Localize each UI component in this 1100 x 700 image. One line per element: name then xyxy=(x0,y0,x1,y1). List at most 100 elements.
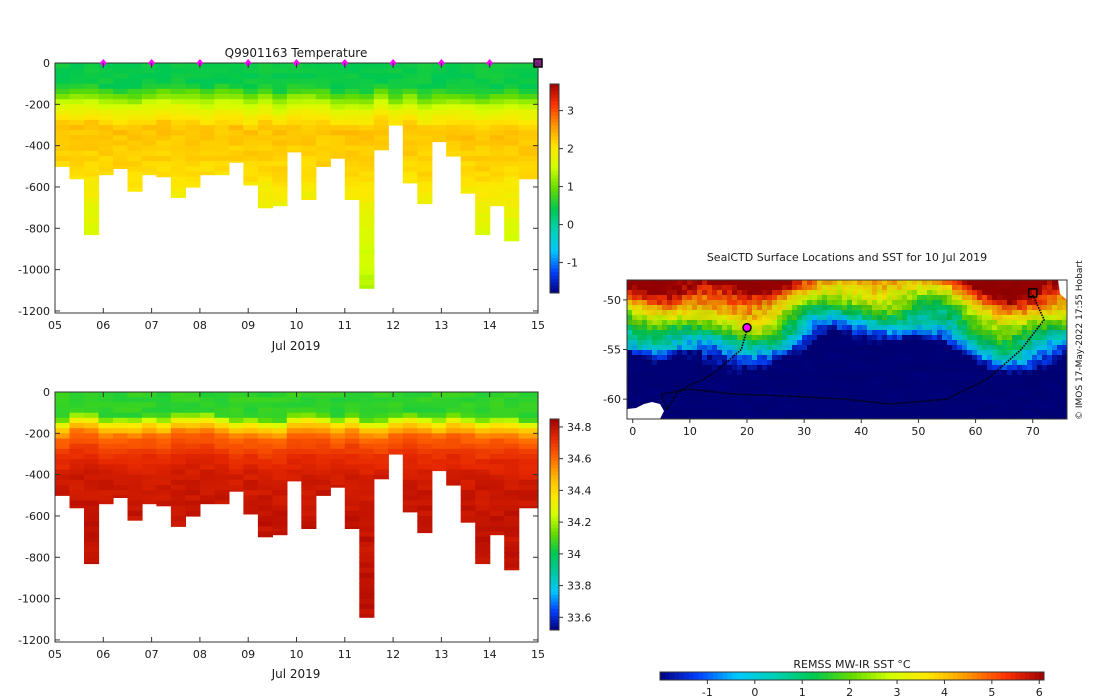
heatmap-cell xyxy=(431,464,447,471)
heatmap-cell xyxy=(373,443,389,450)
heatmap-cell xyxy=(518,99,539,105)
heatmap-cell xyxy=(504,454,520,460)
heatmap-cell xyxy=(402,176,418,183)
colorbar-swatch xyxy=(550,580,559,585)
heatmap-cell xyxy=(127,119,143,126)
heatmap-cell xyxy=(84,135,100,142)
heatmap-cell xyxy=(55,125,71,131)
heatmap-cell xyxy=(170,443,186,450)
heatmap-cell xyxy=(431,104,447,111)
heatmap-cell xyxy=(199,490,215,496)
heatmap-cell xyxy=(402,114,418,121)
heatmap-cell xyxy=(504,140,520,147)
x-tick-label: 11 xyxy=(338,319,352,332)
heatmap-cell xyxy=(504,233,520,240)
colorbar-swatch xyxy=(550,181,559,186)
heatmap-cell xyxy=(402,417,418,424)
temperature-x-label: Jul 2019 xyxy=(271,339,321,353)
heatmap-cell xyxy=(446,150,462,157)
heatmap-cell xyxy=(199,171,215,176)
heatmap-cell xyxy=(417,417,433,424)
heatmap-cell xyxy=(417,500,433,507)
heatmap-cell xyxy=(315,428,331,434)
heatmap-cell xyxy=(55,63,71,69)
heatmap-cell xyxy=(141,73,157,80)
heatmap-cell xyxy=(55,397,71,403)
map-x-tick-label: 70 xyxy=(1026,425,1040,438)
heatmap-cell xyxy=(228,109,244,116)
heatmap-cell xyxy=(113,83,129,90)
heatmap-cell xyxy=(504,562,520,569)
heatmap-cell xyxy=(504,171,520,178)
heatmap-cell xyxy=(402,459,418,465)
heatmap-cell xyxy=(156,402,172,409)
heatmap-cell xyxy=(214,443,230,450)
heatmap-cell xyxy=(504,567,520,571)
heatmap-cell xyxy=(504,145,520,152)
heatmap-cell xyxy=(272,166,288,173)
heatmap-cell xyxy=(69,140,85,147)
heatmap-cell xyxy=(272,531,288,536)
heatmap-cell xyxy=(69,68,85,74)
heatmap-cell xyxy=(460,109,476,116)
colorbar-swatch xyxy=(550,496,559,501)
heatmap-cell xyxy=(301,78,317,85)
colorbar-swatch xyxy=(550,251,559,256)
heatmap-cell xyxy=(141,423,157,429)
heatmap-cell xyxy=(344,423,360,429)
salinity-panel: 05 06 07 08 09 10 11 12 13 14 15 0-200-400-600-800… xyxy=(18,386,591,681)
heatmap-cell xyxy=(272,181,288,188)
colorbar-swatch xyxy=(684,672,690,680)
heatmap-cell xyxy=(344,516,360,522)
heatmap-cell xyxy=(359,212,375,219)
heatmap-cell xyxy=(460,505,476,512)
heatmap-cell xyxy=(475,88,491,95)
heatmap-cell xyxy=(489,469,505,476)
heatmap-cell xyxy=(344,150,360,157)
heatmap-cell xyxy=(475,181,491,188)
heatmap-cell xyxy=(402,150,418,157)
heatmap-cell xyxy=(243,454,259,460)
colorbar-swatch xyxy=(972,672,978,680)
seal-track xyxy=(660,288,1046,411)
colorbar-swatch xyxy=(804,672,810,680)
heatmap-cell xyxy=(431,402,447,409)
colorbar-swatch xyxy=(550,205,559,210)
heatmap-cell xyxy=(315,135,331,142)
colorbar-swatch xyxy=(550,457,559,462)
heatmap-cell xyxy=(199,500,215,505)
colorbar-swatch xyxy=(909,672,915,680)
heatmap-cell xyxy=(286,443,302,450)
colorbar-swatch xyxy=(550,174,559,179)
heatmap-cell xyxy=(185,176,201,183)
heatmap-cell xyxy=(359,171,375,178)
heatmap-cell xyxy=(141,68,157,74)
heatmap-cell xyxy=(55,464,71,471)
heatmap-cell xyxy=(286,423,302,429)
heatmap-cell xyxy=(199,407,215,414)
heatmap-cell xyxy=(489,192,505,198)
heatmap-cell xyxy=(141,469,157,476)
heatmap-cell xyxy=(98,438,114,445)
heatmap-cell xyxy=(417,443,433,450)
heatmap-cell xyxy=(141,454,157,460)
heatmap-cell xyxy=(170,187,186,193)
heatmap-cell xyxy=(489,505,505,512)
map-x-tick-label: 20 xyxy=(740,425,754,438)
heatmap-cell xyxy=(257,125,273,131)
heatmap-cell xyxy=(55,156,71,162)
colorbar-swatch xyxy=(741,672,747,680)
heatmap-cell xyxy=(475,192,491,198)
heatmap-cell xyxy=(156,464,172,471)
heatmap-cell xyxy=(156,83,172,90)
colorbar-swatch xyxy=(550,545,559,550)
y-tick-label: -1000 xyxy=(18,593,50,606)
heatmap-cell xyxy=(127,402,143,409)
x-tick-label: 06 xyxy=(96,648,110,661)
colorbar-swatch xyxy=(550,528,559,533)
heatmap-cell xyxy=(301,505,317,512)
heatmap-cell xyxy=(257,505,273,512)
heatmap-cell xyxy=(272,505,288,512)
heatmap-cell xyxy=(330,150,346,157)
heatmap-cell xyxy=(301,145,317,152)
